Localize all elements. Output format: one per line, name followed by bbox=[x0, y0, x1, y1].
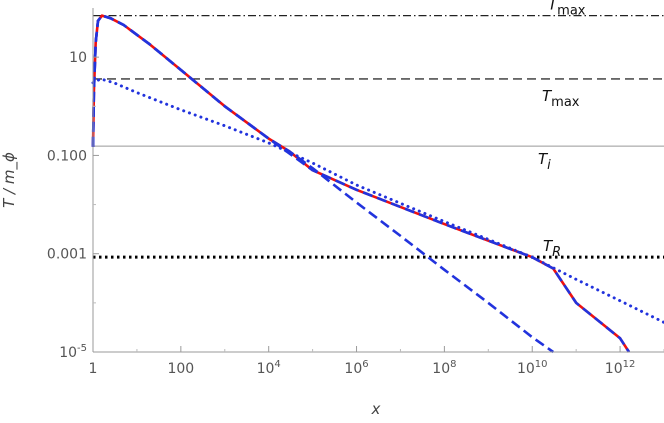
series-line bbox=[91, 14, 631, 353]
x-tick-label: 1012 bbox=[605, 359, 636, 377]
y-tick-label: 0.100 bbox=[47, 148, 87, 164]
y-axis-label: T / m_ϕ bbox=[0, 152, 19, 208]
reference-labels: T̃max Tmax Ti TR bbox=[538, 0, 586, 260]
reference-lines bbox=[93, 14, 664, 259]
reference-label: Ti bbox=[538, 150, 551, 173]
reference-label: Tmax bbox=[542, 87, 580, 110]
series-layer bbox=[91, 14, 664, 354]
series-line bbox=[91, 14, 631, 353]
axes bbox=[92, 8, 664, 353]
x-axis-label: x bbox=[371, 400, 381, 418]
y-tick-label: 0.001 bbox=[47, 247, 87, 263]
x-tick-label: 104 bbox=[257, 359, 281, 377]
y-tick-label: 10 bbox=[69, 50, 87, 66]
x-tick-label: 106 bbox=[344, 359, 368, 377]
series-line bbox=[91, 14, 554, 354]
ticks: 1 100 104 106 108 1010 1012 10 0.100 0.001 10-5 bbox=[47, 50, 664, 377]
x-tick-label: 108 bbox=[432, 359, 456, 377]
reference-label: T̃max bbox=[548, 0, 586, 19]
y-tick-label: 10-5 bbox=[59, 343, 87, 361]
x-tick-label: 1010 bbox=[517, 359, 548, 377]
series-line bbox=[91, 77, 664, 324]
reference-label: TR bbox=[543, 237, 561, 260]
x-tick-label: 1 bbox=[89, 361, 98, 377]
x-tick-label: 100 bbox=[167, 361, 194, 377]
